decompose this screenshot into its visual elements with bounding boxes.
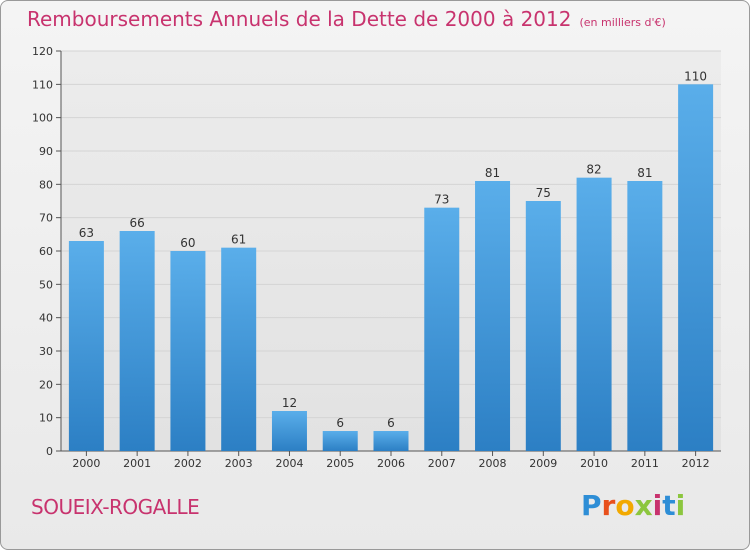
x-tick-label: 2009: [529, 457, 557, 470]
y-tick-label: 40: [39, 312, 53, 325]
x-tick-label: 2000: [72, 457, 100, 470]
data-label: 12: [282, 396, 297, 410]
y-tick-label: 0: [46, 445, 53, 458]
bar: [221, 247, 257, 451]
x-tick-label: 2001: [123, 457, 151, 470]
bar: [525, 201, 561, 451]
x-tick-label: 2004: [275, 457, 303, 470]
logo-letter: i: [675, 489, 686, 522]
logo-letter: i: [652, 489, 663, 522]
data-label: 81: [485, 166, 500, 180]
bar: [119, 231, 155, 451]
y-tick-label: 20: [39, 378, 53, 391]
bar: [424, 207, 460, 451]
bar: [373, 431, 409, 451]
data-label: 6: [387, 416, 395, 430]
x-tick-label: 2002: [174, 457, 202, 470]
y-tick-label: 60: [39, 245, 53, 258]
logo-letter: r: [601, 489, 616, 522]
data-label: 61: [231, 233, 246, 247]
y-tick-label: 10: [39, 412, 53, 425]
y-tick-label: 120: [32, 45, 53, 58]
y-tick-label: 90: [39, 145, 53, 158]
proxiti-logo: Proxiti: [581, 489, 685, 522]
y-tick-label: 30: [39, 345, 53, 358]
x-tick-label: 2005: [326, 457, 354, 470]
bar: [170, 251, 206, 451]
x-tick-label: 2008: [479, 457, 507, 470]
logo-letter: t: [662, 489, 676, 522]
bar: [322, 431, 358, 451]
logo-letter: o: [615, 489, 635, 522]
data-label: 82: [586, 163, 601, 177]
data-label: 81: [637, 166, 652, 180]
logo-letter: P: [581, 489, 602, 522]
data-label: 73: [434, 193, 449, 207]
x-tick-label: 2003: [225, 457, 253, 470]
bar: [627, 181, 663, 451]
y-tick-label: 110: [32, 78, 53, 91]
chart-unit: (en milliers d'€): [579, 16, 666, 29]
y-tick-label: 80: [39, 178, 53, 191]
town-name: SOUEIX-ROGALLE: [31, 495, 200, 519]
bar: [475, 181, 511, 451]
y-tick-label: 70: [39, 212, 53, 225]
x-tick-label: 2006: [377, 457, 405, 470]
data-label: 63: [79, 226, 94, 240]
data-label: 60: [180, 236, 195, 250]
bar: [576, 177, 612, 451]
chart-title: Remboursements Annuels de la Dette de 20…: [27, 7, 572, 31]
logo-letter: x: [634, 489, 653, 522]
data-label: 6: [336, 416, 344, 430]
bar: [68, 241, 104, 451]
x-tick-label: 2012: [682, 457, 710, 470]
x-tick-label: 2010: [580, 457, 608, 470]
y-tick-label: 100: [32, 112, 53, 125]
chart-title-block: Remboursements Annuels de la Dette de 20…: [27, 7, 666, 31]
x-tick-label: 2007: [428, 457, 456, 470]
data-label: 66: [130, 216, 145, 230]
data-label: 75: [536, 186, 551, 200]
bar: [271, 411, 307, 451]
y-tick-label: 50: [39, 278, 53, 291]
x-tick-label: 2011: [631, 457, 659, 470]
bar: [678, 84, 714, 451]
data-label: 110: [684, 69, 707, 83]
